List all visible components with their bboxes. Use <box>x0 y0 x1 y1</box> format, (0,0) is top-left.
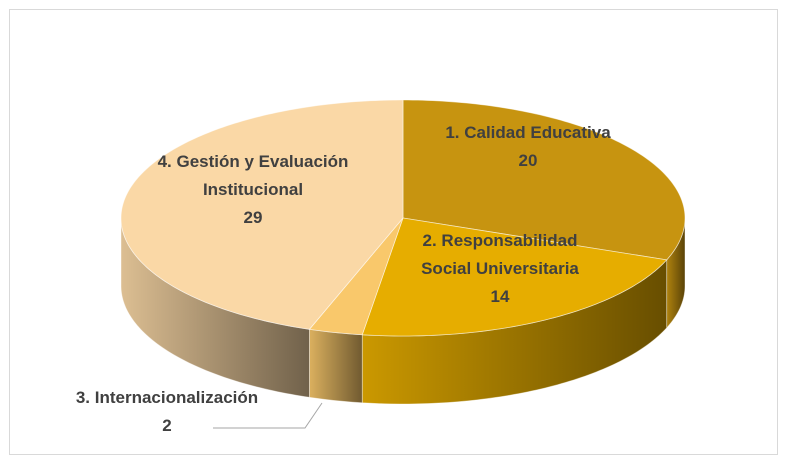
slice <box>120 99 404 330</box>
slice-label: 1. Calidad Educativa 20 <box>408 119 648 175</box>
label-value: 20 <box>518 151 538 170</box>
label-value: 29 <box>243 208 263 227</box>
label-value: 2 <box>162 416 172 435</box>
slice-side-shade <box>309 328 363 404</box>
slice-label: 3. Internacionalización 2 <box>47 384 287 440</box>
slice <box>308 217 404 336</box>
slice-label: 2. Responsabilidad Social Universitaria 1… <box>400 227 600 311</box>
pie <box>120 99 686 405</box>
slice-label: 4. Gestión y Evaluación Institucional 29 <box>143 148 363 232</box>
label-name: 4. Gestión y Evaluación Institucional <box>157 152 349 199</box>
slice <box>402 99 686 261</box>
label-name: 3. Internacionalización <box>75 388 259 407</box>
label-value: 14 <box>490 287 510 306</box>
label-name: 1. Calidad Educativa <box>445 123 611 142</box>
leader-line <box>213 402 323 429</box>
slice <box>361 217 668 337</box>
label-name: 2. Responsabilidad Social Universitaria <box>421 231 579 278</box>
